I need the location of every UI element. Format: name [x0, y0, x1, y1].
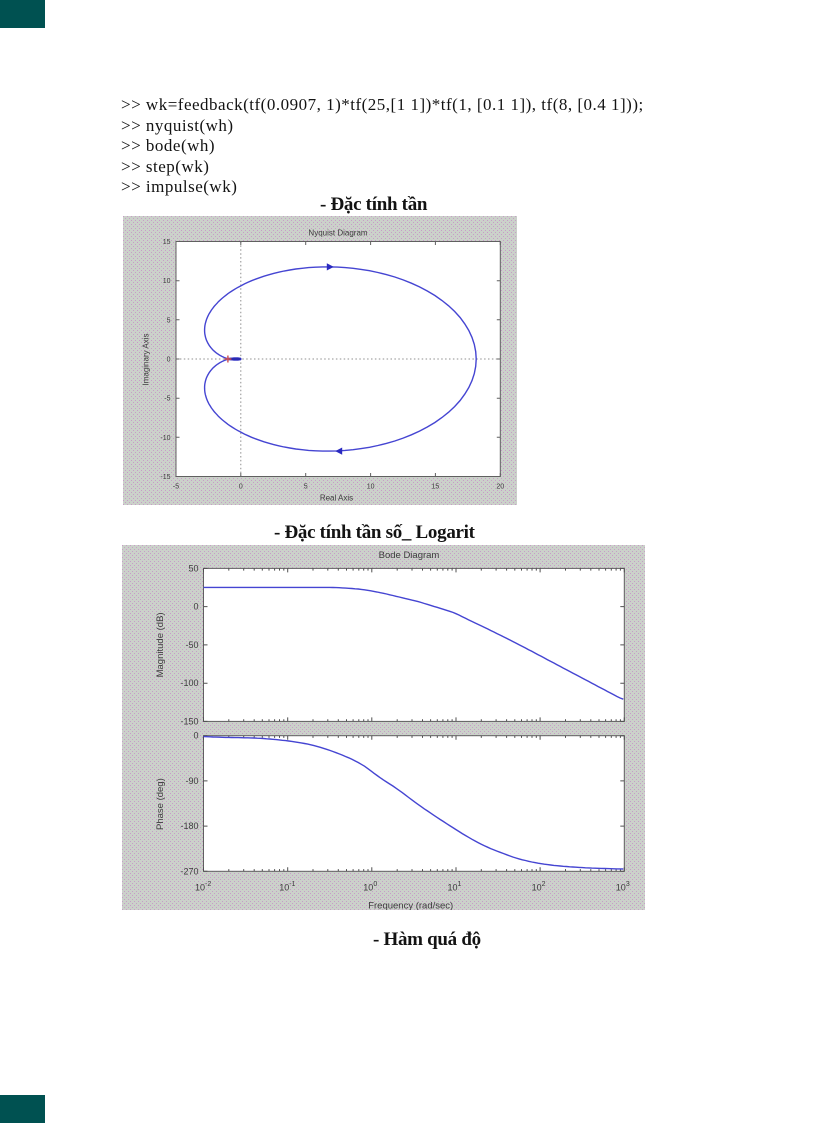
svg-text:50: 50 [188, 563, 198, 573]
svg-text:-150: -150 [180, 716, 198, 726]
svg-text:102: 102 [532, 881, 546, 893]
svg-text:-5: -5 [164, 396, 170, 403]
svg-text:10: 10 [367, 484, 375, 491]
svg-text:0: 0 [239, 484, 243, 491]
svg-text:5: 5 [304, 484, 308, 491]
svg-text:5: 5 [167, 317, 171, 324]
svg-text:-50: -50 [185, 640, 198, 650]
svg-text:-10: -10 [160, 435, 170, 442]
svg-text:15: 15 [432, 484, 440, 491]
svg-text:20: 20 [496, 484, 504, 491]
svg-text:0: 0 [193, 602, 198, 612]
svg-text:Frequency (rad/sec): Frequency (rad/sec) [368, 901, 453, 911]
svg-text:Bode Diagram: Bode Diagram [379, 550, 440, 561]
svg-text:101: 101 [448, 881, 462, 893]
svg-text:10-1: 10-1 [279, 881, 295, 893]
svg-text:-100: -100 [180, 678, 198, 688]
svg-text:Real Axis: Real Axis [320, 494, 353, 503]
svg-text:103: 103 [616, 881, 630, 893]
svg-text:-90: -90 [185, 776, 198, 786]
svg-text:0: 0 [167, 357, 171, 364]
svg-text:-5: -5 [173, 484, 179, 491]
svg-text:-270: -270 [180, 866, 198, 876]
svg-text:100: 100 [363, 881, 377, 893]
svg-text:0: 0 [193, 731, 198, 741]
svg-text:10-2: 10-2 [195, 881, 211, 893]
svg-text:Magnitude (dB): Magnitude (dB) [155, 612, 166, 677]
svg-text:-180: -180 [180, 821, 198, 831]
svg-text:10: 10 [163, 278, 171, 285]
svg-text:Phase (deg): Phase (deg) [155, 778, 166, 830]
svg-text:-15: -15 [160, 474, 170, 481]
svg-text:Imaginary Axis: Imaginary Axis [142, 333, 151, 385]
svg-text:Nyquist Diagram: Nyquist Diagram [308, 229, 367, 238]
svg-text:15: 15 [163, 239, 171, 246]
